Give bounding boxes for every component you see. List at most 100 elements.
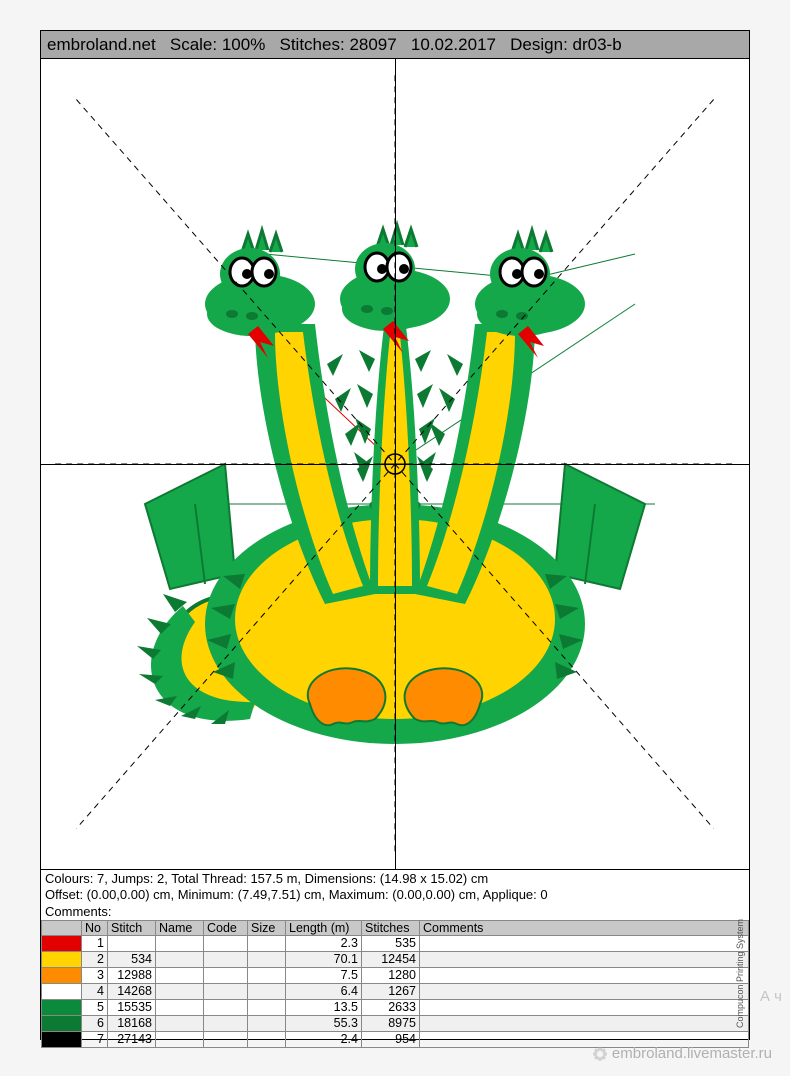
color-swatch — [42, 1031, 82, 1047]
flower-icon — [592, 1046, 608, 1062]
scale-label: Scale: — [170, 35, 217, 55]
cell-no: 3 — [82, 967, 108, 983]
cell-length: 70.1 — [286, 951, 362, 967]
design-label: Design: — [510, 35, 568, 55]
cell-stitches: 12454 — [362, 951, 420, 967]
design-canvas — [41, 59, 749, 869]
color-swatch — [42, 951, 82, 967]
col-name: Name — [156, 920, 204, 935]
table-row: 515535 13.52633 — [42, 999, 749, 1015]
col-color — [42, 920, 82, 935]
cell-size — [248, 1015, 286, 1031]
date-value: 10.02.2017 — [411, 35, 496, 55]
table-header-row: No Stitch Name Code Size Length (m) Stit… — [42, 920, 749, 935]
header-bar: embroland.net Scale: 100% Stitches: 2809… — [41, 31, 749, 59]
color-swatch — [42, 967, 82, 983]
cell-stitch: 15535 — [108, 999, 156, 1015]
scale-value: 100% — [222, 35, 265, 55]
cell-name — [156, 1031, 204, 1047]
table-row: 618168 55.38975 — [42, 1015, 749, 1031]
cell-comments — [420, 967, 749, 983]
table-row: 2534 70.112454 — [42, 951, 749, 967]
cell-stitches: 8975 — [362, 1015, 420, 1031]
color-swatch — [42, 1015, 82, 1031]
outside-text: А ч — [760, 988, 782, 1006]
stitches-label: Stitches: — [280, 35, 345, 55]
col-length: Length (m) — [286, 920, 362, 935]
cell-name — [156, 935, 204, 951]
cell-stitches: 1280 — [362, 967, 420, 983]
header-site: embroland.net — [47, 35, 156, 55]
cell-length: 55.3 — [286, 1015, 362, 1031]
cell-code — [204, 1031, 248, 1047]
cell-code — [204, 983, 248, 999]
cell-size — [248, 967, 286, 983]
cell-stitches: 2633 — [362, 999, 420, 1015]
info-line2: Offset: (0.00,0.00) cm, Minimum: (7.49,7… — [45, 887, 745, 903]
cell-size — [248, 1031, 286, 1047]
cell-no: 5 — [82, 999, 108, 1015]
info-line1: Colours: 7, Jumps: 2, Total Thread: 157.… — [45, 871, 745, 887]
cell-stitch — [108, 935, 156, 951]
table-row: 312988 7.51280 — [42, 967, 749, 983]
cell-size — [248, 999, 286, 1015]
cell-size — [248, 951, 286, 967]
col-no: No — [82, 920, 108, 935]
cell-no: 2 — [82, 951, 108, 967]
print-page: embroland.net Scale: 100% Stitches: 2809… — [40, 30, 750, 1040]
cell-code — [204, 1015, 248, 1031]
cell-stitches: 1267 — [362, 983, 420, 999]
cell-stitch: 27143 — [108, 1031, 156, 1047]
cell-name — [156, 983, 204, 999]
cell-code — [204, 967, 248, 983]
cell-comments — [420, 935, 749, 951]
cell-length: 2.4 — [286, 1031, 362, 1047]
cell-no: 4 — [82, 983, 108, 999]
table-row: 1 2.3535 — [42, 935, 749, 951]
cell-stitches: 954 — [362, 1031, 420, 1047]
stitches-value: 28097 — [349, 35, 396, 55]
cell-comments — [420, 999, 749, 1015]
cell-length: 7.5 — [286, 967, 362, 983]
info-block: Colours: 7, Jumps: 2, Total Thread: 157.… — [41, 869, 749, 920]
cell-length: 13.5 — [286, 999, 362, 1015]
col-code: Code — [204, 920, 248, 935]
printing-system-label: Compucon Printing System — [735, 919, 745, 1028]
cell-name — [156, 1015, 204, 1031]
cell-name — [156, 999, 204, 1015]
cell-code — [204, 999, 248, 1015]
cell-code — [204, 951, 248, 967]
cell-no: 7 — [82, 1031, 108, 1047]
col-stitches2: Stitches — [362, 920, 420, 935]
cell-stitch: 534 — [108, 951, 156, 967]
cell-stitch: 12988 — [108, 967, 156, 983]
cell-length: 6.4 — [286, 983, 362, 999]
cell-stitches: 535 — [362, 935, 420, 951]
cell-code — [204, 935, 248, 951]
cell-length: 2.3 — [286, 935, 362, 951]
cell-name — [156, 951, 204, 967]
cell-comments — [420, 983, 749, 999]
cell-name — [156, 967, 204, 983]
color-swatch — [42, 983, 82, 999]
info-comments-label: Comments: — [45, 904, 745, 920]
thread-table: No Stitch Name Code Size Length (m) Stit… — [41, 920, 749, 1048]
cell-no: 1 — [82, 935, 108, 951]
table-row: 414268 6.41267 — [42, 983, 749, 999]
cell-stitch: 18168 — [108, 1015, 156, 1031]
watermark-text: embroland.livemaster.ru — [612, 1045, 772, 1062]
cell-size — [248, 983, 286, 999]
col-size: Size — [248, 920, 286, 935]
center-mark-icon — [381, 450, 409, 478]
cell-comments — [420, 951, 749, 967]
watermark: embroland.livemaster.ru — [592, 1045, 772, 1062]
cell-stitch: 14268 — [108, 983, 156, 999]
design-value: dr03-b — [573, 35, 622, 55]
cell-size — [248, 935, 286, 951]
cell-no: 6 — [82, 1015, 108, 1031]
cell-comments — [420, 1015, 749, 1031]
color-swatch — [42, 999, 82, 1015]
col-comments: Comments — [420, 920, 749, 935]
color-swatch — [42, 935, 82, 951]
col-stitch: Stitch — [108, 920, 156, 935]
